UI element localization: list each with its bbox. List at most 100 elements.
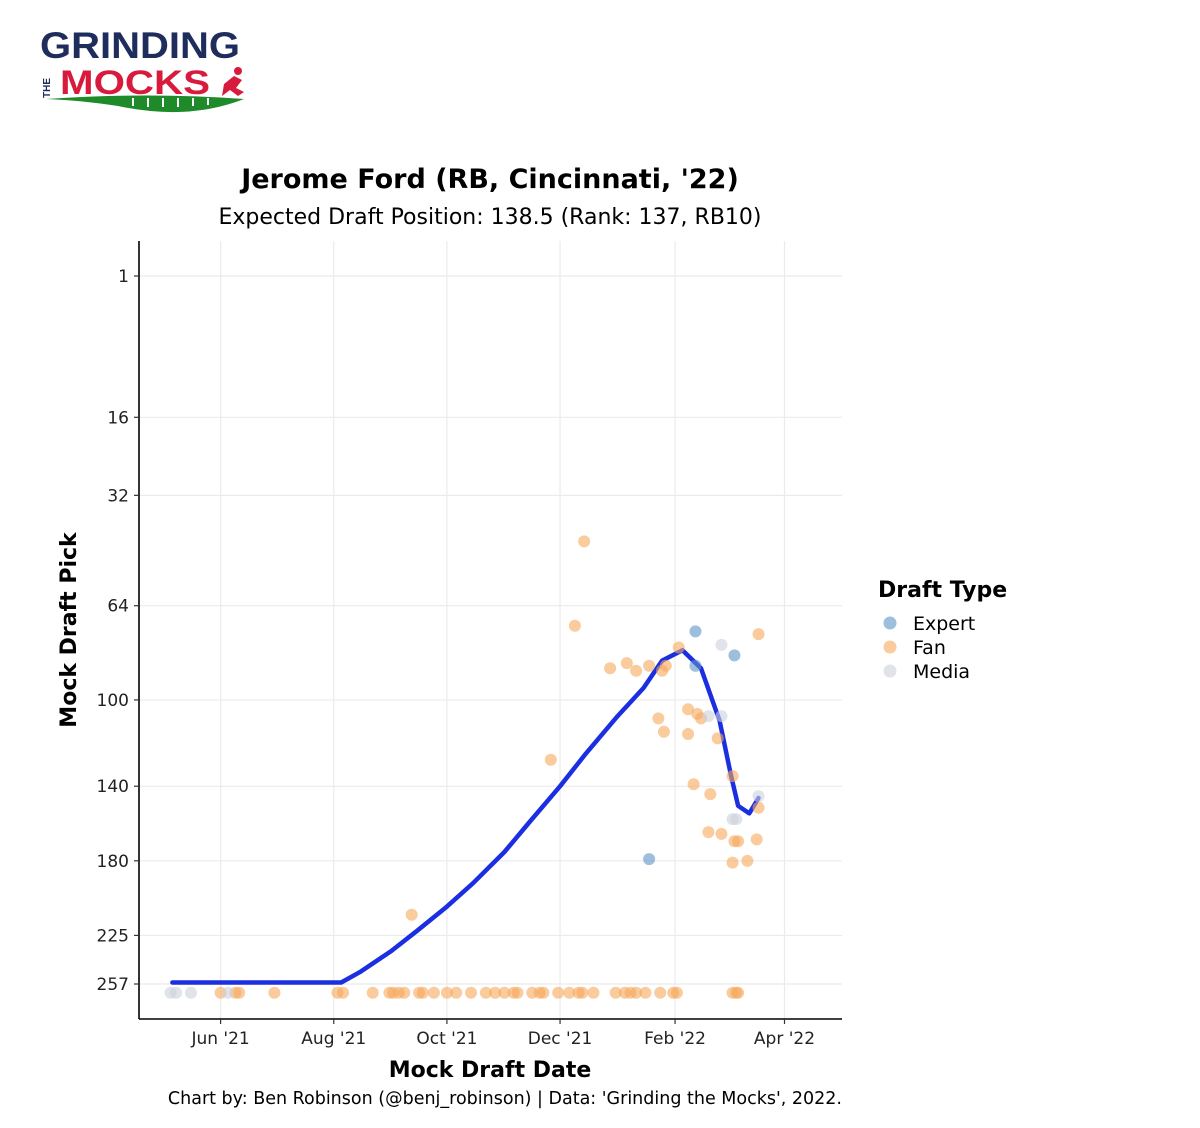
fan-point	[578, 535, 591, 548]
y-tick-label: 225	[97, 926, 129, 946]
fan-point	[465, 986, 478, 999]
legend-marker-fan	[883, 640, 897, 654]
expert-point	[643, 853, 656, 866]
legend-marker-media	[883, 664, 897, 678]
y-axis-title: Mock Draft Pick	[57, 531, 82, 728]
logo-grinding-text: GRINDING	[40, 26, 240, 66]
fan-point	[702, 826, 715, 839]
expert-point	[689, 625, 702, 638]
expert-point	[728, 649, 741, 662]
x-tick-label: Apr '22	[754, 1029, 815, 1049]
y-tick-label: 32	[107, 486, 129, 506]
fan-point	[752, 628, 765, 641]
fan-point	[657, 725, 670, 738]
fan-point	[498, 986, 511, 999]
fan-point	[440, 986, 453, 999]
fan-point	[337, 986, 350, 999]
fan-point	[427, 986, 440, 999]
fan-point	[643, 659, 656, 672]
legend-title: Draft Type	[878, 578, 1007, 603]
x-axis-title: Mock Draft Date	[389, 1058, 592, 1083]
media-point	[184, 986, 197, 999]
plot-axes	[138, 241, 842, 1020]
fan-point	[732, 835, 745, 848]
fan-point	[620, 657, 633, 670]
logo-the-text: THE	[42, 78, 53, 98]
fan-point	[398, 986, 411, 999]
yard-lines	[132, 98, 209, 107]
media-point	[702, 710, 715, 723]
fan-point	[511, 986, 524, 999]
fan-point	[630, 664, 643, 677]
fan-point	[659, 659, 672, 672]
fan-point	[416, 986, 429, 999]
fan-point	[730, 986, 743, 999]
fan-point	[639, 986, 652, 999]
fan-point	[741, 854, 754, 867]
fan-point	[682, 728, 695, 741]
fan-point	[233, 986, 246, 999]
fan-point	[630, 986, 643, 999]
y-ticks: 1 16 32 64 100 140 180 225 257	[97, 267, 139, 995]
media-point	[222, 986, 235, 999]
y-tick-label: 1	[118, 267, 129, 287]
x-tick-label: Oct '21	[416, 1029, 477, 1049]
fan-point	[366, 986, 379, 999]
data-points	[164, 535, 765, 999]
fan-point	[587, 986, 600, 999]
fan-point	[652, 712, 665, 725]
expert-point	[689, 659, 702, 672]
y-tick-label: 140	[97, 777, 129, 797]
x-ticks: Jun '21 Aug '21 Oct '21 Dec '21 Feb '22 Apr '…	[190, 1019, 815, 1049]
chart-title: Jerome Ford (RB, Cincinnati, '22)	[239, 164, 739, 195]
media-point	[715, 638, 728, 651]
fan-point	[672, 641, 685, 654]
media-point	[715, 710, 728, 723]
fan-point	[682, 703, 695, 716]
runner-icon	[222, 67, 244, 96]
fan-point	[537, 986, 550, 999]
chart-subtitle: Expected Draft Position: 138.5 (Rank: 13…	[218, 205, 761, 230]
legend-marker-expert	[883, 616, 897, 630]
fan-point	[576, 986, 589, 999]
x-tick-label: Jun '21	[190, 1029, 249, 1049]
legend-label-fan: Fan	[913, 637, 946, 659]
y-tick-label: 180	[97, 852, 129, 872]
fan-point	[544, 753, 557, 766]
fan-point	[654, 986, 667, 999]
media-point	[752, 790, 765, 803]
fan-point	[268, 986, 281, 999]
fan-point	[568, 619, 581, 632]
fan-point	[479, 986, 492, 999]
media-point	[170, 986, 183, 999]
fan-point	[750, 833, 763, 846]
plot-grid	[139, 241, 842, 1019]
fan-point	[670, 986, 683, 999]
legend-label-expert: Expert	[913, 613, 975, 635]
x-tick-label: Feb '22	[644, 1029, 706, 1049]
fan-point	[489, 986, 502, 999]
fan-point	[726, 770, 739, 783]
x-tick-label: Aug '21	[301, 1029, 366, 1049]
x-tick-label: Dec '21	[528, 1029, 593, 1049]
turf-swoosh	[46, 95, 244, 113]
fan-point	[704, 788, 717, 801]
y-tick-label: 257	[97, 975, 129, 995]
media-point	[730, 813, 743, 826]
fan-point	[726, 856, 739, 869]
fan-point	[715, 827, 728, 840]
y-tick-label: 64	[107, 597, 129, 617]
legend-label-media: Media	[913, 661, 970, 683]
y-tick-label: 16	[107, 408, 129, 428]
fan-point	[609, 986, 622, 999]
fan-point	[563, 986, 576, 999]
fan-point	[552, 986, 565, 999]
grinding-the-mocks-logo: GRINDING THE MOCKS	[40, 26, 244, 113]
fan-point	[450, 986, 463, 999]
y-tick-label: 100	[97, 691, 129, 711]
fan-point	[752, 801, 765, 814]
fan-point	[405, 908, 418, 921]
fan-point	[687, 778, 700, 791]
